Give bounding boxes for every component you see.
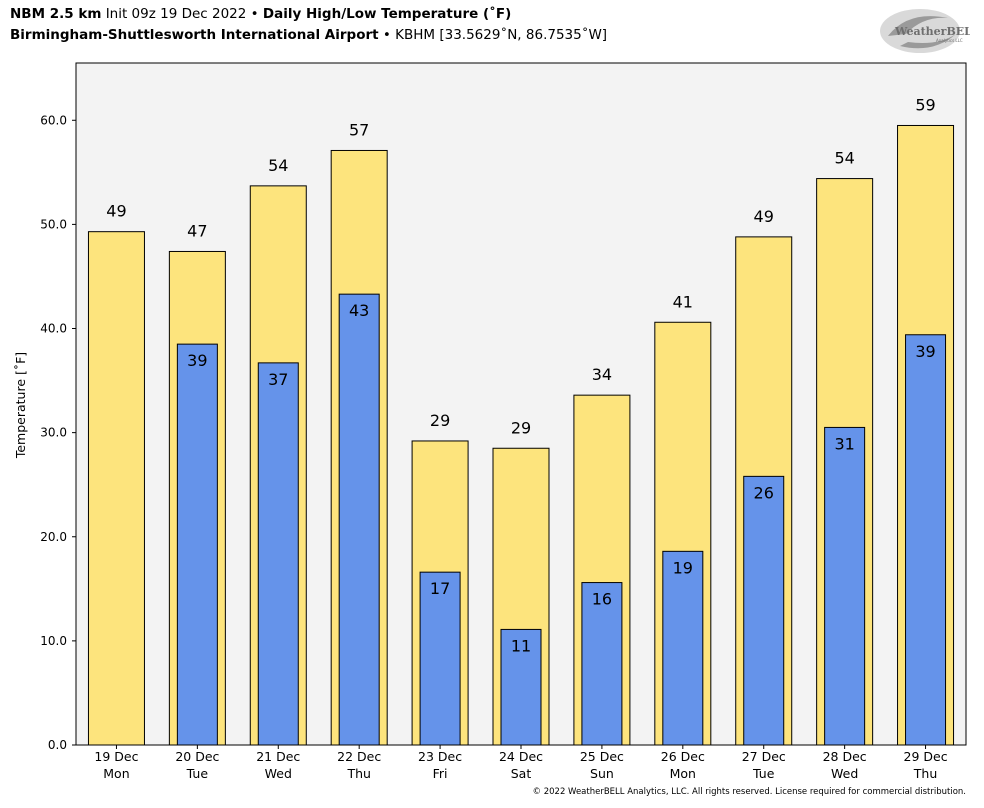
high-value-label: 54 (834, 149, 854, 168)
x-tick-label: Mon (103, 766, 129, 781)
x-tick-label: 20 Dec (175, 749, 219, 764)
high-value-label: 41 (673, 292, 693, 311)
value-labels: 49 47 39 54 37 57 43 29 17 29 11 34 16 41 19 49 26 54 31 59… (106, 95, 935, 655)
x-tick-label: 24 Dec (499, 749, 543, 764)
x-tick-label: 28 Dec (823, 749, 867, 764)
y-tick-label: 40.0 (40, 322, 67, 336)
x-tick-label: Tue (752, 766, 775, 781)
x-tick-label: 26 Dec (661, 749, 705, 764)
x-tick-label: 19 Dec (94, 749, 138, 764)
low-bar (662, 550, 704, 746)
location-separator: • (382, 27, 391, 43)
y-tick-label: 50.0 (40, 217, 67, 231)
high-value-label: 29 (430, 411, 450, 430)
low-value-label: 39 (915, 342, 935, 361)
x-axis: 19 Dec Mon 20 Dec Tue 21 Dec Wed 22 Dec Thu 23 D… (94, 745, 948, 781)
title-separator: • (250, 6, 259, 22)
high-value-label: 29 (511, 418, 531, 437)
x-tick-label: Mon (670, 766, 696, 781)
x-tick-label: Sat (511, 766, 532, 781)
x-tick-label: Wed (831, 766, 858, 781)
x-tick-label: 23 Dec (418, 749, 462, 764)
x-tick-label: Tue (186, 766, 209, 781)
station-info: KBHM [33.5629˚N, 86.7535˚W] (395, 27, 608, 43)
low-bars (176, 293, 947, 746)
low-value-label: 39 (187, 351, 207, 370)
weatherbell-logo: WeatherBELL Analytics LLC (880, 9, 970, 53)
low-bar (176, 343, 218, 746)
high-value-label: 59 (915, 95, 935, 114)
low-value-label: 19 (673, 558, 693, 577)
low-bar (500, 628, 542, 746)
high-value-label: 49 (106, 202, 126, 221)
x-tick-label: 22 Dec (337, 749, 381, 764)
x-tick-label: Fri (433, 766, 448, 781)
x-tick-label: 21 Dec (256, 749, 300, 764)
x-tick-label: 29 Dec (904, 749, 948, 764)
y-tick-label: 0.0 (48, 738, 67, 752)
low-value-label: 26 (754, 483, 774, 502)
high-value-label: 57 (349, 120, 369, 139)
location-line: Birmingham-Shuttlesworth International A… (10, 27, 607, 43)
x-tick-label: Thu (913, 766, 937, 781)
location-name: Birmingham-Shuttlesworth International A… (10, 27, 379, 43)
y-axis-label: Temperature [˚F] (13, 352, 28, 459)
high-value-label: 54 (268, 156, 288, 175)
high-bar (87, 231, 145, 746)
low-bar (743, 475, 785, 746)
low-bar (905, 334, 947, 746)
y-tick-label: 30.0 (40, 426, 67, 440)
low-value-label: 37 (268, 370, 288, 389)
low-value-label: 17 (430, 579, 450, 598)
x-tick-label: Thu (346, 766, 370, 781)
y-axis: 0.0 10.0 20.0 30.0 40.0 50.0 60.0 (40, 113, 76, 752)
x-tick-label: 25 Dec (580, 749, 624, 764)
low-bar (824, 426, 866, 746)
y-tick-label: 10.0 (40, 634, 67, 648)
low-value-label: 16 (592, 590, 612, 609)
copyright-footer: © 2022 WeatherBELL Analytics, LLC. All r… (532, 787, 966, 797)
low-value-label: 31 (834, 434, 854, 453)
x-tick-label: 27 Dec (742, 749, 786, 764)
high-value-label: 34 (592, 365, 612, 384)
high-value-label: 49 (754, 207, 774, 226)
chart-title: Daily High/Low Temperature (˚F) (262, 6, 512, 22)
high-value-label: 47 (187, 221, 207, 240)
y-tick-label: 20.0 (40, 530, 67, 544)
low-bar (581, 582, 623, 746)
model-name: NBM 2.5 km (10, 6, 102, 22)
x-tick-label: Sun (590, 766, 614, 781)
low-value-label: 43 (349, 301, 369, 320)
low-bar (419, 571, 461, 746)
logo-subtext: Analytics LLC (936, 38, 963, 43)
init-time: Init 09z 19 Dec 2022 (105, 6, 247, 22)
y-tick-label: 60.0 (40, 113, 67, 127)
x-tick-label: Wed (265, 766, 292, 781)
low-bar (257, 362, 299, 746)
low-value-label: 11 (511, 636, 531, 655)
low-bar (338, 293, 380, 746)
logo-text: WeatherBELL (894, 25, 970, 38)
chart-title-line: NBM 2.5 km Init 09z 19 Dec 2022 • Daily … (10, 6, 511, 22)
